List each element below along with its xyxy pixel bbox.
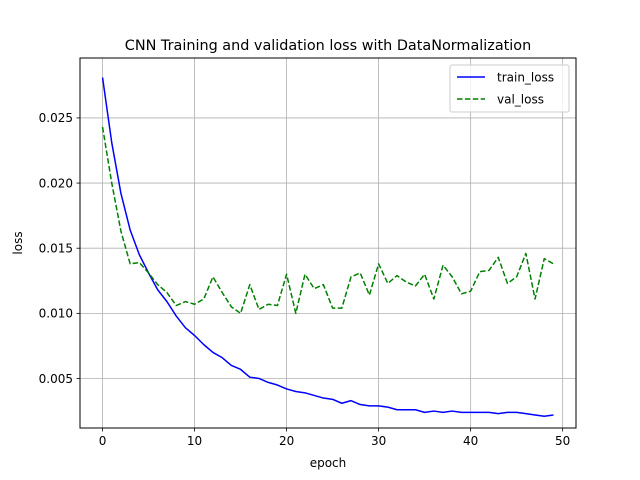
series-line-train-loss <box>101 77 554 418</box>
legend-label-val-loss: val_loss <box>497 92 544 106</box>
chart-title: CNN Training and validation loss with Da… <box>125 38 531 54</box>
x-tick-label: 20 <box>279 434 294 448</box>
y-tick-label: 0.005 <box>39 372 73 386</box>
series-lines <box>101 77 554 418</box>
x-tick-label: 10 <box>187 434 202 448</box>
y-tick-label: 0.015 <box>39 242 73 256</box>
legend-label-train-loss: train_loss <box>497 70 554 84</box>
axis-ticks: 0 10 20 30 40 50 0.005 0.010 0.015 0.020 0.025 <box>39 111 571 448</box>
y-tick-label: 0.010 <box>39 307 73 321</box>
series-line-val-loss <box>101 126 554 315</box>
x-tick-label: 40 <box>463 434 478 448</box>
y-tick-label: 0.025 <box>39 111 73 125</box>
x-tick-label: 30 <box>371 434 386 448</box>
plot-frame <box>79 57 577 429</box>
y-axis-label: loss <box>11 231 25 254</box>
x-axis-label: epoch <box>310 456 347 470</box>
y-tick-label: 0.020 <box>39 176 73 190</box>
grid <box>80 58 576 428</box>
x-tick-label: 50 <box>555 434 570 448</box>
legend: train_loss val_loss <box>449 64 570 113</box>
x-tick-label: 0 <box>99 434 107 448</box>
